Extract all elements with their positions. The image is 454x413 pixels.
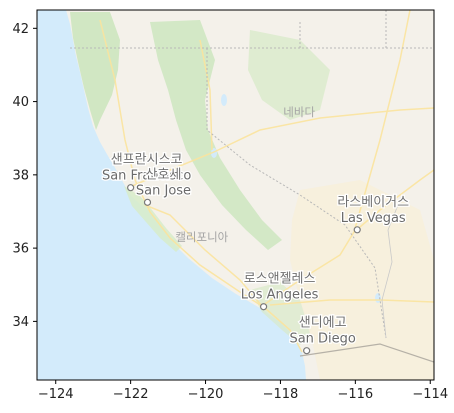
x-tick-label: −116 [337,387,373,402]
international-border [299,343,434,363]
vegetation-coastal [70,12,120,130]
axes-frame [36,9,435,381]
vegetation-sierra [150,20,282,250]
state-borders [70,10,434,339]
x-tick-label: −122 [113,387,149,402]
y-tick-label: 42 [12,22,29,37]
x-axis: −124 −122 −120 −118 −116 −114 [38,380,448,402]
road-network [99,10,434,353]
y-tick-label: 38 [12,168,29,183]
city-label-korean: 샌프란시스코 [111,153,183,168]
y-axis: 34 36 38 40 42 [12,22,37,330]
city-marker [259,303,268,311]
city-label-english: San Francisco [102,169,191,184]
city-label-korean: 산호세 [146,167,182,182]
city-marker [353,226,361,234]
city-label-korean: 샌디에고 [299,316,347,331]
y-tick-label: 34 [12,315,29,330]
region-label: 캘리포니아 [175,230,228,244]
city-label-korean: 라스베이거스 [337,195,409,210]
x-tick-label: −120 [188,387,224,402]
y-tick-label: 40 [12,95,29,110]
city-marker [143,198,152,206]
city-label-english: San Diego [289,332,355,347]
city-label-korean: 로스앤젤레스 [244,272,316,287]
x-tick-label: −118 [263,387,299,402]
desert-area [290,180,434,380]
y-tick-label: 36 [12,242,29,257]
region-label: 네바다 [283,105,315,119]
city-marker [303,347,311,355]
vegetation-sandiego [250,282,312,345]
city-label-english: San Jose [136,183,191,198]
map-plot-area [37,10,434,380]
lake-pyramid [221,94,227,106]
x-tick-label: −124 [38,387,74,402]
colorado-river [381,199,401,339]
vegetation-north-east [248,30,330,120]
x-tick-label: −114 [412,387,448,402]
city-label-english: Los Angeles [241,288,319,303]
city-marker [127,184,135,192]
city-label-english: Las Vegas [341,211,406,226]
